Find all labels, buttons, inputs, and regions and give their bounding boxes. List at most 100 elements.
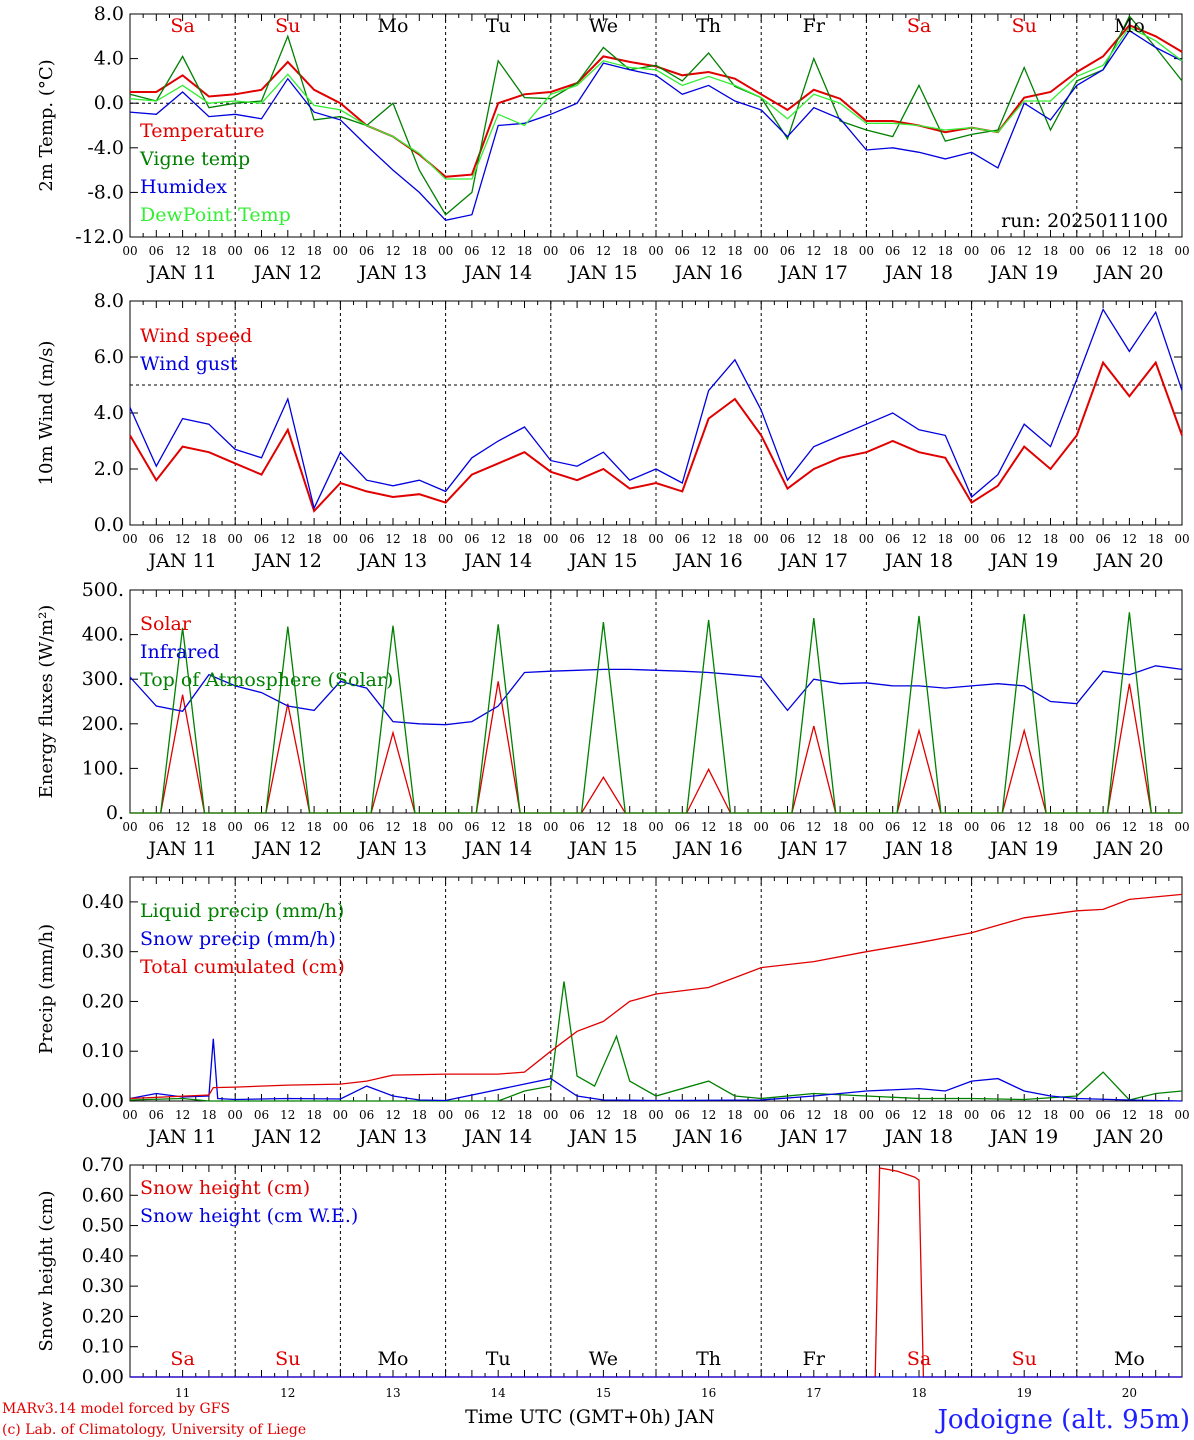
hour-tick-label: 12 — [806, 532, 821, 546]
hour-tick-label: 18 — [517, 820, 532, 834]
hour-tick-label: 12 — [280, 532, 295, 546]
legend-entry: Total cumulated (cm) — [140, 956, 345, 978]
hour-tick-label: 00 — [648, 820, 663, 834]
hour-tick-label: 06 — [569, 532, 584, 546]
hour-tick-label: 12 — [175, 532, 190, 546]
hour-tick-label: 18 — [201, 532, 216, 546]
hour-tick-label: 18 — [412, 820, 427, 834]
hour-tick-label: 06 — [254, 1108, 269, 1122]
day-label: JAN 16 — [673, 550, 743, 572]
day-label: JAN 17 — [778, 1126, 848, 1148]
y-tick-label: 4.0 — [94, 48, 124, 70]
day-label: JAN 15 — [567, 262, 637, 284]
hour-tick-label: 00 — [1069, 820, 1084, 834]
hour-tick-label: 12 — [1017, 1108, 1032, 1122]
weekday-label: Sa — [907, 15, 931, 37]
hour-tick-label: 18 — [306, 820, 321, 834]
y-tick-label: 0.40 — [82, 891, 124, 913]
weekday-label: Su — [275, 15, 300, 37]
hour-tick-label: 06 — [149, 532, 164, 546]
hour-tick-label: 00 — [648, 1108, 663, 1122]
legend-entry: Vigne temp — [139, 148, 250, 170]
y-tick-label: 8.0 — [94, 290, 124, 312]
hour-tick-label: 06 — [990, 820, 1005, 834]
legend-entry: Humidex — [140, 176, 227, 198]
panel-2: 8.0 6.0 4.0 2.0 0.0 10m Wind (m/s) Wind speed W… — [36, 290, 1190, 572]
hour-tick-label: 12 — [385, 1108, 400, 1122]
series-line-temperature — [130, 23, 1183, 178]
hour-tick-label: 00 — [543, 1108, 558, 1122]
hour-tick-label: 06 — [464, 1108, 479, 1122]
hour-tick-label: 00 — [122, 1108, 137, 1122]
day-label: JAN 13 — [357, 1126, 427, 1148]
day-label: JAN 17 — [778, 262, 848, 284]
footer: Time UTC (GMT+0h) JAN MARv3.14 model for… — [2, 1401, 1190, 1438]
hour-tick-label: 06 — [885, 1108, 900, 1122]
y-tick-label: 200. — [82, 713, 124, 735]
hour-tick-label: 12 — [175, 820, 190, 834]
weekday-label: Mo — [1114, 15, 1145, 37]
day-number: 13 — [385, 1386, 400, 1400]
weekday-label: We — [589, 15, 618, 37]
day-label: JAN 16 — [673, 262, 743, 284]
hour-tick-label: 06 — [885, 244, 900, 258]
hour-tick-label: 18 — [938, 1108, 953, 1122]
hour-tick-label: 00 — [754, 244, 769, 258]
day-number: 15 — [596, 1386, 611, 1400]
hour-tick-label: 00 — [1069, 532, 1084, 546]
hour-tick-label: 12 — [175, 1108, 190, 1122]
hour-tick-label: 00 — [333, 244, 348, 258]
weekday-label: Su — [1012, 1348, 1037, 1370]
weekday-label: Su — [1012, 15, 1037, 37]
hour-tick-label: 00 — [648, 532, 663, 546]
hour-tick-label: 00 — [754, 1108, 769, 1122]
hour-tick-label: 06 — [675, 244, 690, 258]
y-tick-label: 0.0 — [94, 92, 124, 114]
day-label: JAN 18 — [883, 838, 953, 860]
hour-tick-label: 06 — [1095, 1108, 1110, 1122]
hour-tick-label: 12 — [385, 820, 400, 834]
hour-tick-label: 00 — [122, 820, 137, 834]
weekday-label: Fr — [803, 1348, 826, 1370]
hour-tick-label: 18 — [201, 1108, 216, 1122]
hour-tick-label: 18 — [727, 244, 742, 258]
legend-entry: Snow precip (mm/h) — [140, 928, 336, 950]
y-tick-label: -4.0 — [87, 137, 124, 159]
plot-frame — [129, 300, 1183, 526]
day-number: 19 — [1017, 1386, 1032, 1400]
series-line-dewpoint-temp — [129, 26, 1183, 180]
hour-tick-label: 00 — [1174, 244, 1189, 258]
hour-tick-label: 12 — [175, 244, 190, 258]
hour-tick-label: 12 — [701, 244, 716, 258]
hour-tick-label: 12 — [1122, 532, 1137, 546]
day-label: JAN 12 — [252, 262, 322, 284]
hour-tick-label: 12 — [596, 820, 611, 834]
hour-tick-label: 06 — [464, 244, 479, 258]
hour-tick-label: 06 — [464, 820, 479, 834]
panel-3: 500. 400. 300. 200. 100. 0. Energy fluxes (W/m… — [36, 579, 1190, 860]
hour-tick-label: 00 — [333, 820, 348, 834]
hour-tick-label: 12 — [806, 244, 821, 258]
series-line-humidex — [129, 29, 1183, 222]
hour-tick-label: 12 — [280, 1108, 295, 1122]
hour-tick-label: 00 — [228, 820, 243, 834]
hour-tick-label: 12 — [1017, 820, 1032, 834]
y-tick-label: 0.00 — [82, 1366, 124, 1388]
y-tick-label: 0.20 — [82, 1305, 124, 1327]
y-axis-label: Energy fluxes (W/m²) — [36, 605, 57, 799]
hour-tick-label: 00 — [859, 1108, 874, 1122]
day-number: 18 — [911, 1386, 926, 1400]
hour-tick-label: 12 — [385, 532, 400, 546]
hour-tick-label: 18 — [832, 820, 847, 834]
hour-tick-label: 06 — [1095, 820, 1110, 834]
y-axis-label: 10m Wind (m/s) — [36, 341, 57, 486]
hour-tick-label: 12 — [596, 532, 611, 546]
hour-tick-label: 12 — [491, 532, 506, 546]
legend-entry: Solar — [140, 613, 192, 635]
footer-credit-lab: (c) Lab. of Climatology, University of L… — [2, 1422, 306, 1438]
y-tick-label: 500. — [82, 579, 124, 601]
day-number: 17 — [806, 1386, 821, 1400]
hour-tick-label: 18 — [832, 244, 847, 258]
hour-tick-label: 06 — [149, 1108, 164, 1122]
hour-tick-label: 18 — [727, 820, 742, 834]
